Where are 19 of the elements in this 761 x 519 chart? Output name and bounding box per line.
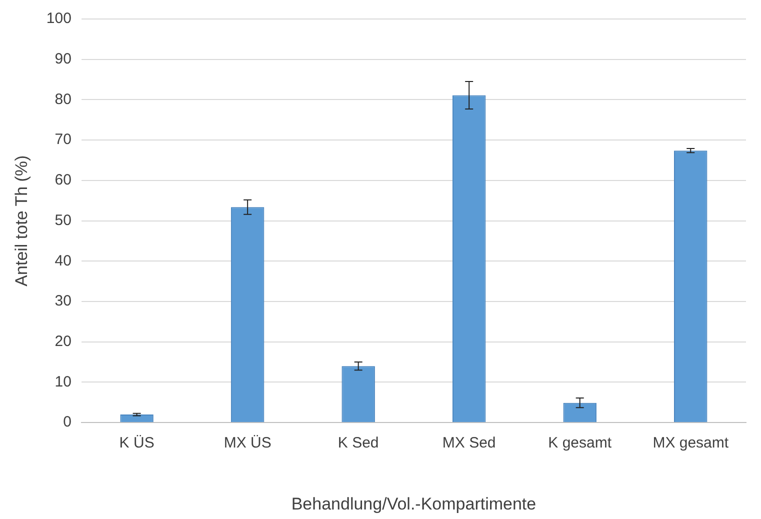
y-tick-label: 40 [54, 252, 72, 270]
x-tick-label: K ÜS [119, 434, 154, 452]
y-tick-label: 20 [54, 333, 72, 350]
y-tick-label: 50 [54, 212, 72, 229]
x-tick-label: K Sed [338, 434, 379, 452]
y-tick-label: 80 [54, 90, 72, 108]
y-axis-title: Anteil tote Th (%) [12, 155, 31, 286]
y-tick-label: 10 [54, 373, 72, 390]
y-tick-label: 60 [54, 172, 72, 189]
x-tick-label: MX Sed [442, 434, 496, 452]
y-tick-label: 100 [46, 10, 72, 28]
x-axis-title: Behandlung/Vol.-Kompartimente [291, 494, 536, 514]
y-tick-label: 90 [54, 50, 72, 68]
y-tick-label: 30 [54, 292, 72, 310]
x-tick-label: MX ÜS [224, 434, 272, 452]
x-tick-label: K gesamt [548, 434, 612, 452]
y-tick-label: 0 [63, 414, 72, 431]
y-tick-label: 70 [54, 131, 72, 148]
x-tick-label: MX gesamt [652, 434, 730, 452]
